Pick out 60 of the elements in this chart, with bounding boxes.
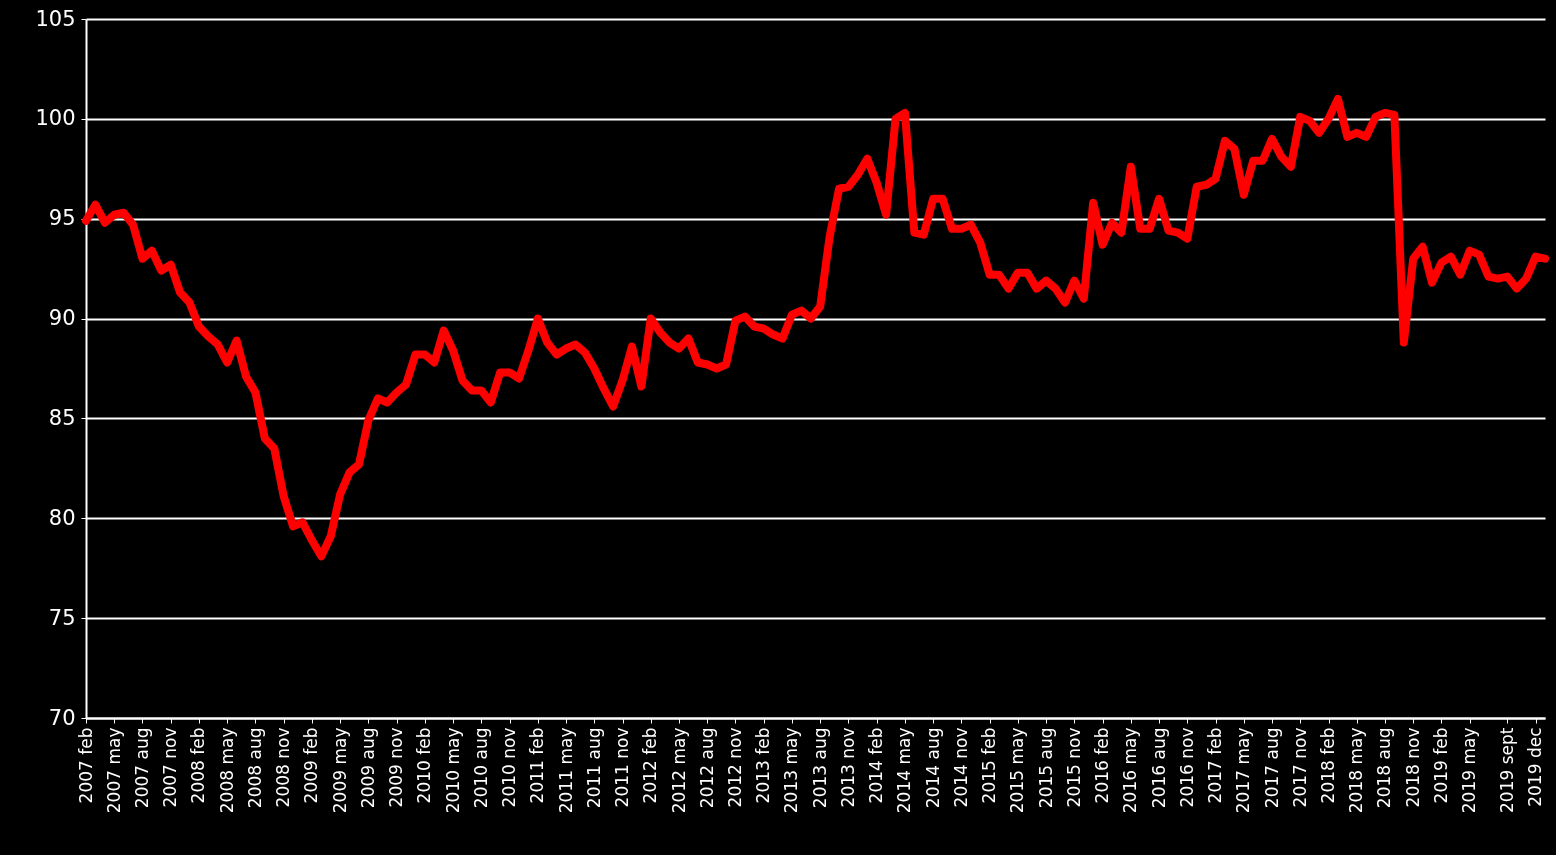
y-tick-label: 80 [48,505,76,530]
x-tick-label: 2008 feb [188,727,209,804]
x-tick-label: 2015 may [1007,727,1028,814]
x-tick-label: 2018 feb [1318,727,1338,804]
x-tick-label: 2009 feb [301,727,322,804]
x-tick-label: 2007 may [103,727,124,814]
y-tick-label: 105 [35,6,76,31]
x-tick-label: 2009 aug [357,727,378,809]
x-tick-label: 2008 nov [273,727,294,808]
x-tick-label: 2012 feb [640,727,661,804]
x-tick-label: 2014 may [894,727,915,814]
x-tick-label: 2015 aug [1035,727,1056,809]
x-tick-label: 2013 may [781,727,802,814]
x-tick-label: 2015 nov [1063,727,1084,808]
y-tick-label: 95 [48,206,76,231]
x-tick-label: 2016 aug [1148,727,1169,809]
x-tick-label: 2008 aug [244,727,265,809]
x-tick-label: 2016 nov [1176,727,1197,808]
x-tick-label: 2014 feb [866,727,887,804]
x-tick-label: 2014 nov [950,727,971,808]
x-tick-label: 2013 nov [837,727,858,808]
x-tick-label: 2017 feb [1205,727,1226,804]
y-tick-label: 85 [48,405,76,430]
x-tick-label: 2012 may [668,727,689,814]
x-tick-label: 2009 may [329,727,350,814]
x-tick-label: 2016 may [1120,727,1141,814]
y-tick-label: 90 [48,306,76,331]
x-tick-label: 2012 nov [724,727,745,808]
x-tick-label: 2007 aug [131,727,152,809]
x-tick-label: 2007 nov [160,727,181,808]
x-tick-label: 2017 nov [1289,727,1310,808]
x-tick-label: 2011 aug [583,727,604,809]
x-tick-label: 2012 aug [696,727,717,809]
x-tick-label: 2009 nov [386,727,407,808]
y-tick-label: 100 [35,106,76,131]
x-tick-label: 2019 feb [1430,727,1451,804]
x-tick-label: 2019 may [1459,727,1480,814]
x-tick-label: 2007 feb [75,727,96,804]
x-tick-label: 2018 may [1346,727,1367,814]
x-tick-label: 2018 aug [1374,727,1395,809]
x-tick-label: 2017 aug [1261,727,1282,809]
x-tick-label: 2013 feb [753,727,774,804]
x-tick-label: 2019 sept [1496,727,1517,813]
x-tick-label: 2011 nov [612,727,633,808]
y-tick-label: 75 [48,605,76,630]
x-tick-label: 2014 aug [922,727,943,809]
x-tick-label: 2018 nov [1402,727,1423,808]
x-tick-label: 2015 feb [979,727,1000,804]
x-tick-label: 2010 may [442,727,463,814]
x-tick-label: 2017 may [1233,727,1254,814]
x-tick-label: 2010 aug [470,727,491,809]
x-tick-label: 2010 nov [499,727,520,808]
x-tick-label: 2016 feb [1092,727,1113,804]
x-tick-label: 2008 may [216,727,237,814]
x-tick-label: 2013 aug [809,727,830,809]
x-tick-label: 2010 feb [414,727,435,804]
x-tick-label: 2011 feb [527,727,548,804]
y-tick-label: 70 [48,705,76,730]
x-tick-label: 2019 dec [1525,727,1546,807]
x-tick-label: 2011 may [555,727,576,814]
